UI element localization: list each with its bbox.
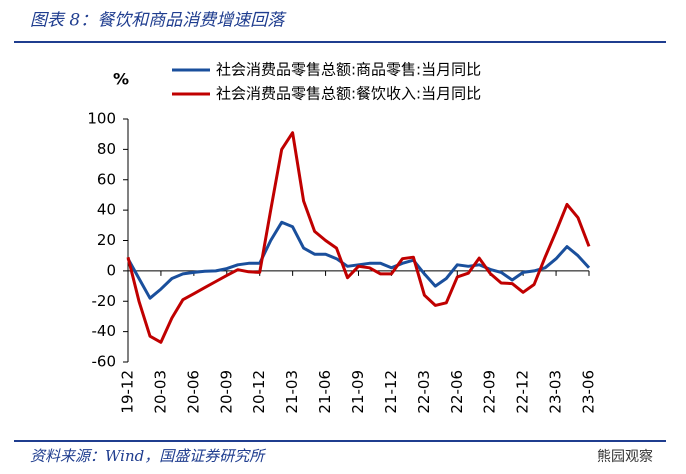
x-tick-label: 19-12 <box>119 370 137 414</box>
y-tick-label: 20 <box>97 231 116 249</box>
x-tick-label: 22-09 <box>481 370 499 414</box>
x-tick-label: 20-06 <box>184 370 202 414</box>
y-tick-label: 80 <box>97 140 116 158</box>
y-tick-label: -40 <box>92 322 117 340</box>
source: 资料来源：Wind，国盛证券研究所 <box>30 447 266 465</box>
y-unit: % <box>113 70 129 89</box>
legend-label: 社会消费品零售总额:商品零售:当月同比 <box>216 61 481 79</box>
x-tick-label: 21-12 <box>382 370 400 414</box>
x-tick-label: 22-12 <box>514 370 532 414</box>
x-tick-label: 21-03 <box>283 370 301 414</box>
x-tick-label: 20-12 <box>250 370 268 414</box>
x-tick-label: 21-06 <box>316 370 334 414</box>
x-tick-label: 20-03 <box>151 370 169 414</box>
x-tick-label: 22-03 <box>415 370 433 414</box>
watermark: 熊园观察 <box>597 448 653 465</box>
x-tick-label: 20-09 <box>217 370 235 414</box>
y-tick-label: -20 <box>92 292 117 310</box>
y-tick-label: 0 <box>106 261 116 279</box>
x-tick-label: 23-06 <box>580 370 598 414</box>
y-tick-label: 100 <box>87 110 116 128</box>
y-tick-label: -60 <box>92 353 117 371</box>
x-tick-label: 22-06 <box>448 370 466 414</box>
y-tick-label: 60 <box>97 170 116 188</box>
x-tick-label: 23-03 <box>547 370 565 414</box>
y-tick-label: 40 <box>97 201 116 219</box>
x-tick-label: 21-09 <box>349 370 367 414</box>
series-line <box>126 131 591 344</box>
series-line <box>126 220 591 300</box>
legend-label: 社会消费品零售总额:餐饮收入:当月同比 <box>216 85 481 103</box>
figure-title: 图表 8：餐饮和商品消费增速回落 <box>30 11 287 31</box>
